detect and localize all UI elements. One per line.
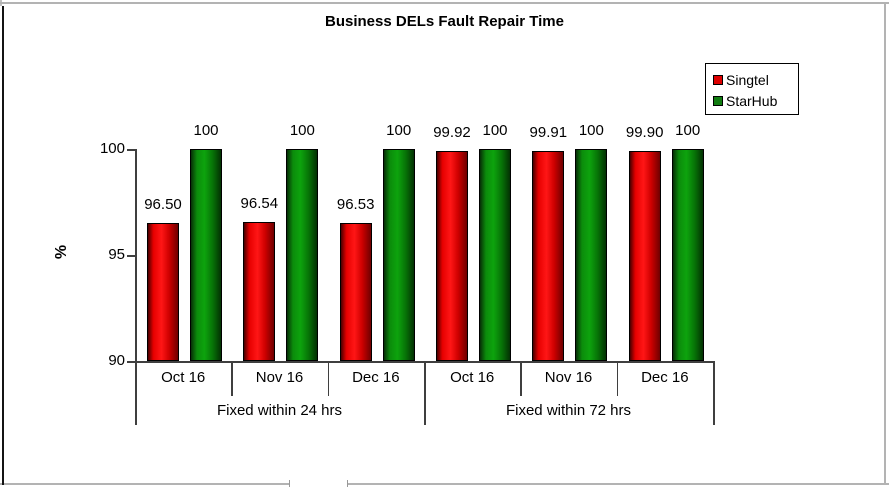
tier-boundary-line (424, 361, 426, 425)
legend-item-singtel: Singtel (713, 69, 798, 90)
month-label-0: Oct 16 (161, 369, 206, 386)
y-axis-title: % (53, 244, 70, 260)
tier-boundary-line (713, 361, 715, 425)
y-tick-mark (127, 149, 135, 151)
chart-border-left (2, 6, 4, 485)
bar-starhub-1 (286, 149, 319, 361)
month-separator (231, 361, 233, 396)
y-tick-label: 90 (108, 352, 125, 369)
legend-label-starhub: StarHub (726, 92, 778, 109)
month-separator (520, 361, 522, 396)
month-label-4: Nov 16 (544, 369, 593, 386)
page-edge-top (0, 2, 889, 4)
y-tick-label: 100 (99, 140, 125, 157)
data-label-singtel-0: 96.50 (144, 196, 182, 214)
bar-starhub-4 (575, 149, 608, 361)
data-label-starhub-3: 100 (482, 122, 508, 139)
bottom-edge-notch (289, 480, 348, 487)
bar-starhub-2 (382, 149, 415, 361)
data-label-singtel-4: 99.91 (529, 123, 568, 141)
month-label-3: Oct 16 (450, 369, 495, 386)
data-label-starhub-5: 100 (675, 122, 701, 139)
group-label-1: Fixed within 72 hrs (505, 402, 632, 419)
y-axis-line (135, 149, 137, 425)
bar-singtel-2 (339, 222, 372, 361)
bar-singtel-3 (436, 150, 468, 361)
bar-singtel-0 (147, 223, 179, 361)
group-label-0: Fixed within 24 hrs (216, 402, 343, 419)
data-label-starhub-1: 100 (289, 122, 315, 139)
data-label-starhub-4: 100 (578, 122, 604, 139)
chart-title: Business DELs Fault Repair Time (325, 13, 564, 30)
page-edge-bottom (0, 483, 889, 485)
month-label-5: Dec 16 (641, 369, 689, 386)
legend: Singtel StarHub (705, 63, 799, 115)
data-label-singtel-5: 99.90 (625, 124, 664, 142)
page-edge-right (884, 2, 886, 485)
legend-swatch-starhub (713, 95, 723, 106)
bar-starhub-3 (479, 149, 511, 361)
bar-starhub-5 (671, 149, 704, 361)
data-label-starhub-2: 100 (386, 122, 412, 139)
month-separator (616, 361, 619, 396)
data-label-singtel-3: 99.92 (433, 123, 471, 141)
bar-starhub-0 (190, 149, 222, 361)
legend-label-singtel: Singtel (726, 71, 769, 88)
bar-singtel-4 (532, 150, 565, 361)
bar-singtel-5 (628, 151, 661, 361)
bar-singtel-1 (243, 222, 276, 361)
month-label-1: Nov 16 (255, 369, 304, 386)
y-tick-label: 95 (108, 246, 125, 263)
month-label-2: Dec 16 (352, 369, 400, 386)
data-label-starhub-0: 100 (193, 122, 219, 139)
legend-item-starhub: StarHub (713, 90, 798, 111)
legend-swatch-singtel (713, 74, 723, 85)
data-label-singtel-1: 96.54 (240, 195, 279, 213)
y-tick-mark (127, 255, 135, 257)
y-tick-mark (127, 361, 135, 363)
data-label-singtel-2: 96.53 (336, 195, 375, 213)
month-separator (327, 361, 330, 396)
tier-boundary-line (135, 361, 137, 425)
